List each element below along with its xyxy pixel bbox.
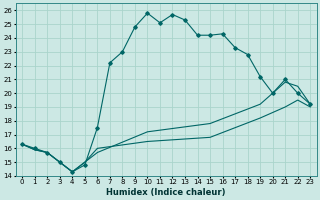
X-axis label: Humidex (Indice chaleur): Humidex (Indice chaleur) xyxy=(107,188,226,197)
